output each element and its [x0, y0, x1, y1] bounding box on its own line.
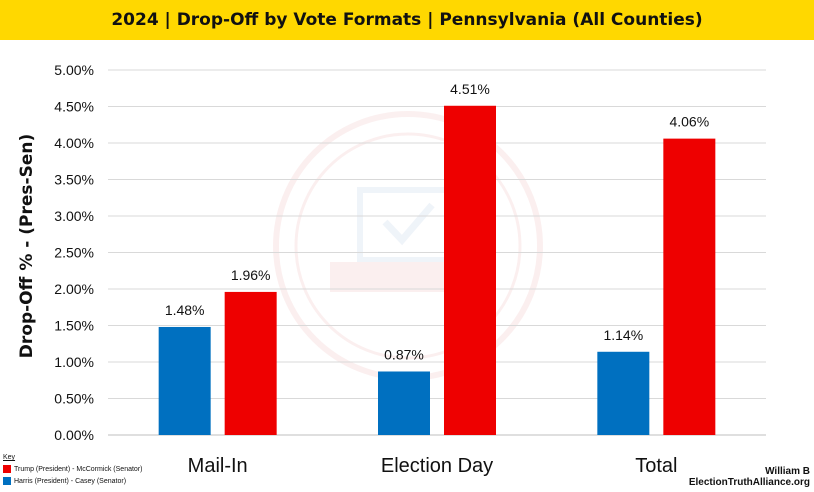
y-tick-label: 1.00%: [54, 354, 94, 370]
y-tick-label: 5.00%: [54, 62, 94, 78]
y-tick-label: 4.00%: [54, 135, 94, 151]
y-axis-label: Drop-Off % - (Pres-Sen): [17, 134, 37, 358]
credit-author: William B: [765, 466, 810, 477]
bar: [597, 351, 650, 435]
legend-title: Key: [3, 454, 16, 461]
credit: William B ElectionTruthAlliance.org: [689, 466, 810, 488]
legend-label-harris: Harris (President) - Casey (Senator): [14, 477, 127, 485]
legend-swatch-red: [3, 465, 11, 473]
legend-swatch-blue: [3, 477, 11, 485]
x-category-label: Total: [635, 455, 677, 477]
credit-site: ElectionTruthAlliance.org: [688, 477, 810, 488]
y-tick-label: 0.00%: [54, 427, 94, 443]
legend-label-trump: Trump (President) - McCormick (Senator): [14, 465, 143, 473]
bar: [444, 105, 496, 436]
title-bar: 2024 | Drop-Off by Vote Formats | Pennsy…: [0, 0, 814, 40]
bar-value-label: 1.96%: [231, 267, 271, 283]
legend-key: Key Trump (President) - McCormick (Senat…: [3, 454, 143, 487]
x-category-label: Election Day: [381, 455, 493, 477]
y-tick-label: 1.50%: [54, 318, 94, 334]
y-tick-label: 4.50%: [54, 99, 94, 115]
legend-item-harris: Harris (President) - Casey (Senator): [3, 475, 143, 487]
bar-value-label: 4.51%: [450, 81, 490, 97]
bar-value-label: 0.87%: [384, 346, 424, 362]
legend-item-trump: Trump (President) - McCormick (Senator): [3, 463, 143, 475]
bar-value-label: 4.06%: [669, 114, 709, 130]
chart-title: 2024 | Drop-Off by Vote Formats | Pennsy…: [111, 10, 703, 30]
y-tick-label: 3.50%: [54, 172, 94, 188]
election-truth-alliance-logo-watermark: [273, 111, 543, 381]
y-tick-label: 2.00%: [54, 281, 94, 297]
bar-value-label: 1.48%: [165, 302, 205, 318]
bar: [378, 371, 430, 435]
x-category-label: Mail-In: [188, 455, 248, 477]
bar: [224, 291, 277, 435]
y-tick-label: 2.50%: [54, 245, 94, 261]
bar-chart: 0.00% 0.50% 1.00% 1.50% 2.00% 2.50% 3.00% 3.50%…: [17, 62, 766, 477]
y-tick-label: 0.50%: [54, 391, 94, 407]
bar: [663, 138, 716, 435]
bar-value-label: 1.14%: [603, 327, 643, 343]
y-tick-label: 3.00%: [54, 208, 94, 224]
bar: [158, 326, 211, 435]
